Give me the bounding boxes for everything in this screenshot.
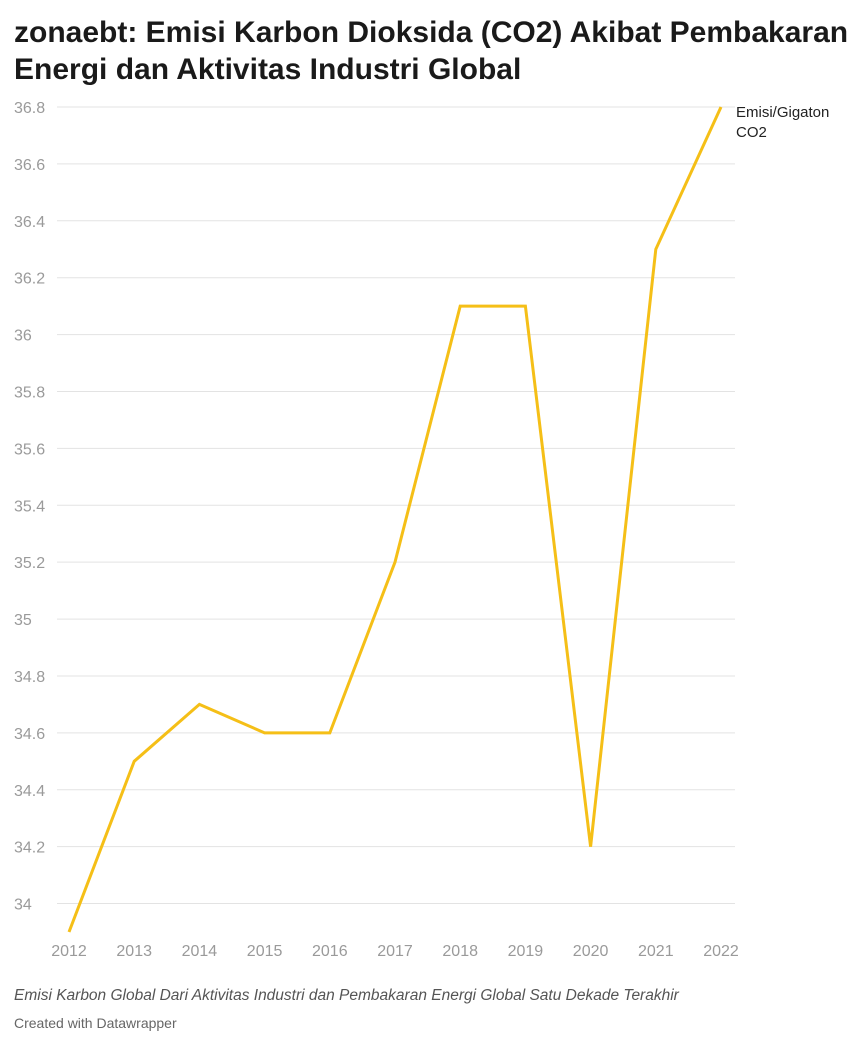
x-tick-label: 2022: [703, 943, 739, 960]
series-label: CO2: [736, 124, 767, 141]
y-tick-label: 35: [14, 612, 32, 629]
x-tick-label: 2012: [51, 943, 87, 960]
x-tick-label: 2021: [638, 943, 674, 960]
series-line: [67, 106, 723, 933]
x-axis: 2012 2013 2014 2015 2016 2017 2018 2019 2020 2021…: [51, 943, 739, 960]
y-tick-label: 36.4: [14, 214, 45, 231]
series-lines: [67, 106, 723, 933]
x-tick-label: 2014: [182, 943, 218, 960]
byline: Created with Datawrapper: [14, 1015, 177, 1031]
y-tick-label: 36: [14, 328, 32, 345]
y-tick-label: 35.6: [14, 441, 45, 458]
y-tick-label: 36.2: [14, 271, 45, 288]
series-label: Emisi/Gigaton: [736, 104, 829, 121]
x-tick-label: 2015: [247, 943, 283, 960]
grid-lines: [57, 106, 735, 905]
chart-title: zonaebt: Emisi Karbon Dioksida (CO2) Aki…: [14, 16, 849, 86]
y-tick-label: 34.8: [14, 669, 45, 686]
y-tick-label: 34.4: [14, 783, 45, 800]
y-tick-label: 36.6: [14, 157, 45, 174]
y-tick-label: 36.8: [14, 100, 45, 117]
chart-notes: Emisi Karbon Global Dari Aktivitas Indus…: [14, 987, 679, 1004]
y-tick-label: 35.4: [14, 498, 45, 515]
y-tick-label: 34: [14, 897, 32, 914]
y-axis: 34 34.2 34.4 34.6 34.8 35 35.2 35.4 35.6 35.8 36 36…: [14, 100, 45, 914]
x-tick-label: 2018: [442, 943, 478, 960]
x-tick-label: 2020: [573, 943, 609, 960]
x-tick-label: 2019: [508, 943, 544, 960]
y-tick-label: 35.2: [14, 555, 45, 572]
y-tick-label: 34.2: [14, 840, 45, 857]
series-labels: Emisi/Gigaton CO2: [736, 104, 829, 141]
x-tick-label: 2016: [312, 943, 348, 960]
x-tick-label: 2017: [377, 943, 413, 960]
y-tick-label: 35.8: [14, 384, 45, 401]
x-tick-label: 2013: [116, 943, 152, 960]
y-tick-label: 34.6: [14, 726, 45, 743]
